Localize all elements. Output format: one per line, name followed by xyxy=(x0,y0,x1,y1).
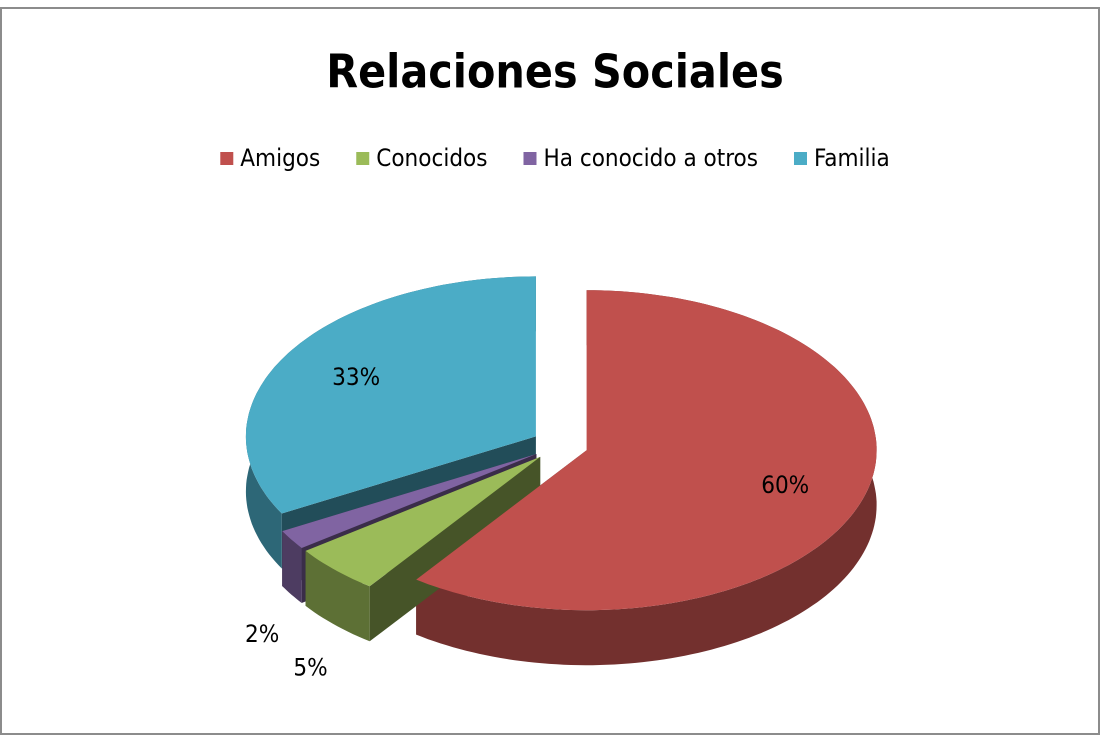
pie: 60% 5% 2% 33% xyxy=(245,276,877,682)
data-label: 33% xyxy=(332,363,380,391)
slice-wall xyxy=(282,531,302,603)
slice xyxy=(282,454,537,548)
slice xyxy=(416,290,877,611)
slice xyxy=(305,456,541,587)
legend-swatch xyxy=(523,152,537,165)
data-label: 5% xyxy=(293,654,327,682)
chart-title: Relaciones Sociales xyxy=(326,45,784,99)
legend-swatch xyxy=(220,152,234,165)
legend-item: Amigos xyxy=(220,144,320,172)
legend-label: Amigos xyxy=(240,144,320,172)
legend-item: Familia xyxy=(793,144,890,172)
data-label: 2% xyxy=(245,620,279,648)
legend-item: Ha conocido a otros xyxy=(523,144,758,172)
legend-swatch xyxy=(356,152,370,165)
slice-wall xyxy=(416,290,877,666)
slice xyxy=(245,276,536,514)
legend-label: Conocidos xyxy=(376,144,487,172)
legend: Amigos Conocidos Ha conocido a otros Famili… xyxy=(220,144,890,172)
slice-wall xyxy=(305,550,370,642)
legend-swatch xyxy=(793,152,807,165)
legend-item: Conocidos xyxy=(356,144,487,172)
data-label: 60% xyxy=(761,471,809,499)
legend-label: Ha conocido a otros xyxy=(543,144,758,172)
legend-label: Familia xyxy=(814,144,890,172)
